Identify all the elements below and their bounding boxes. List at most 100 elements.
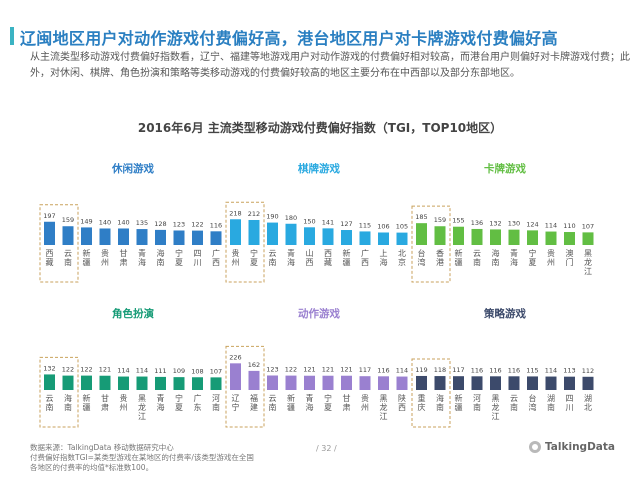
category-label: 海南 [157,248,165,267]
category-label: 青海 [306,393,314,412]
bar [564,376,575,390]
panel-title-2: 棋牌游戏 [297,162,340,175]
category-label: 河南 [473,393,481,412]
bar [230,219,241,245]
value-label: 140 [99,218,111,226]
category-label: 云南 [510,394,518,412]
bar [416,223,427,245]
category-label: 宁夏 [250,248,258,267]
category-label: 山西 [306,248,314,267]
value-label: 114 [545,367,557,375]
value-label: 115 [359,221,371,229]
value-label: 212 [248,210,260,218]
value-label: 130 [508,220,520,228]
bar [155,229,166,245]
bar [136,376,148,390]
bar [416,375,427,390]
page-title: 辽闽地区用户对动作游戏付费偏好高，港台地区用户对卡牌游戏付费偏好高 [20,29,558,48]
category-label: 辽宁 [232,394,240,412]
value-label: 107 [582,222,594,230]
value-label: 116 [210,221,222,229]
category-label: 贵州 [547,248,555,267]
bar [582,232,594,245]
category-label: 西藏 [46,249,54,267]
bar [545,376,557,390]
category-label: 贵州 [232,248,240,267]
bar [322,375,334,390]
value-label: 197 [43,212,55,220]
value-label: 121 [99,366,111,374]
category-label: 青海 [287,248,295,267]
bar [396,376,408,390]
highlight-box [39,204,79,283]
bar [285,375,297,390]
value-label: 109 [173,367,185,375]
brand-logo: TalkingData [529,441,615,453]
bar [44,374,55,390]
value-label: 124 [526,220,538,228]
category-label: 宁夏 [529,248,537,267]
value-label: 117 [452,366,464,374]
panel-title-4: 角色扮演 [112,307,154,320]
panel-title-3: 卡牌游戏 [484,162,526,175]
category-label: 新疆 [455,248,463,267]
category-label: 湖北 [584,394,592,412]
category-label: 广西 [361,248,369,267]
category-label: 新疆 [455,393,463,412]
value-label: 155 [452,217,464,225]
chart-title: 2016年6月 主流类型移动游戏付费偏好指数（TGI，TOP10地区） [137,121,503,135]
value-label: 136 [471,219,483,227]
category-label: 新疆 [287,393,295,412]
bar [62,375,74,390]
bar [210,231,222,245]
value-label: 114 [545,222,557,230]
category-label: 四川 [194,249,202,267]
value-label: 218 [229,209,241,217]
category-label: 海南 [492,248,500,267]
bar [508,229,520,245]
bar [434,226,446,245]
tgi-definition-line1: 付费偏好指数TGI=某类型游戏在某地区的付费率/该类型游戏在全国 [30,453,254,462]
category-label: 重庆 [418,393,426,412]
category-label: 新疆 [83,393,91,412]
highlight-box [39,356,79,428]
category-label: 宁夏 [175,393,183,412]
value-label: 114 [396,367,408,375]
value-label: 226 [229,353,241,361]
bar [44,221,55,245]
category-label: 西藏 [324,249,332,267]
bar [99,375,111,390]
page-number: / 32 / [316,444,337,453]
category-label: 新疆 [83,248,91,267]
bar [155,376,166,390]
category-label: 台湾 [418,248,426,267]
category-label: 云南 [269,249,277,267]
highlight-box [225,345,265,428]
panel-title-5: 动作游戏 [298,307,340,320]
category-label: 河南 [212,393,220,412]
value-label: 150 [303,217,315,225]
bar [378,376,389,390]
category-label: 上海 [380,249,388,267]
value-label: 135 [136,219,148,227]
value-label: 110 [563,222,575,230]
value-label: 118 [434,366,446,374]
bar [396,232,408,245]
value-label: 123 [266,365,278,373]
category-label: 黑龙江 [492,394,500,421]
talkingdata-logo-icon [529,441,541,453]
bar [173,377,185,390]
category-label: 香港 [436,248,444,267]
value-label: 122 [80,366,92,374]
value-label: 180 [285,214,297,222]
value-label: 127 [340,220,352,228]
category-label: 北京 [398,249,406,267]
value-label: 111 [154,367,166,375]
value-label: 115 [526,366,538,374]
bar [490,229,501,245]
bar [173,230,185,245]
value-label: 107 [210,367,222,375]
bar [453,376,464,390]
value-label: 140 [117,218,129,226]
